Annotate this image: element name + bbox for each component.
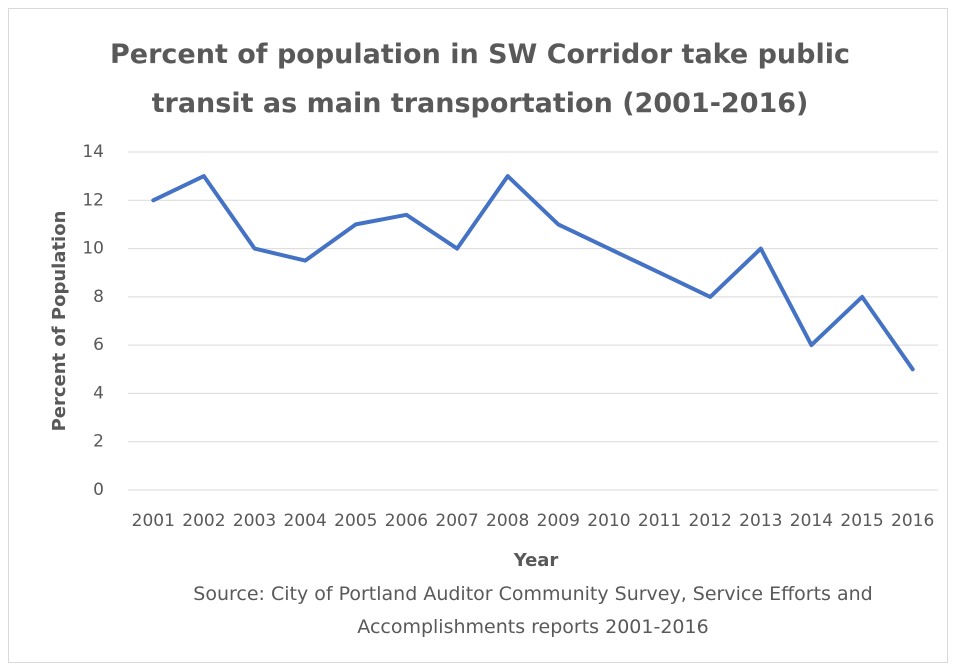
- x-tick-label: 2002: [182, 511, 225, 531]
- chart-frame: [8, 8, 948, 663]
- y-tick-label: 8: [93, 287, 104, 307]
- y-tick-label: 2: [93, 432, 104, 452]
- x-tick-label: 2016: [891, 511, 934, 531]
- y-tick-label: 6: [93, 335, 104, 355]
- chart-title: Percent of population in SW Corridor tak…: [110, 39, 850, 119]
- x-tick-label: 2003: [233, 511, 276, 531]
- source-note: Source: City of Portland Auditor Communi…: [193, 583, 873, 638]
- y-tick-label: 0: [93, 480, 104, 500]
- x-tick-label: 2013: [739, 511, 782, 531]
- x-tick-label: 2014: [790, 511, 833, 531]
- x-tick-label: 2015: [840, 511, 883, 531]
- x-tick-label: 2010: [587, 511, 630, 531]
- y-tick-label: 10: [82, 239, 104, 259]
- x-tick-label: 2009: [537, 511, 580, 531]
- x-tick-label: 2001: [132, 511, 175, 531]
- x-tick-label: 2007: [435, 511, 478, 531]
- data-line: [151, 174, 915, 372]
- x-tick-label: 2011: [638, 511, 681, 531]
- y-tick-label: 4: [93, 383, 104, 403]
- x-tick-label: 2004: [284, 511, 327, 531]
- y-axis-label: Percent of Population: [49, 211, 70, 432]
- y-tick-label: 14: [82, 142, 104, 162]
- x-tick-label: 2012: [689, 511, 732, 531]
- x-axis-label: Year: [513, 550, 559, 571]
- x-tick-label: 2005: [334, 511, 377, 531]
- y-tick-label: 12: [82, 190, 104, 210]
- x-tick-label: 2008: [486, 511, 529, 531]
- x-tick-label: 2006: [385, 511, 428, 531]
